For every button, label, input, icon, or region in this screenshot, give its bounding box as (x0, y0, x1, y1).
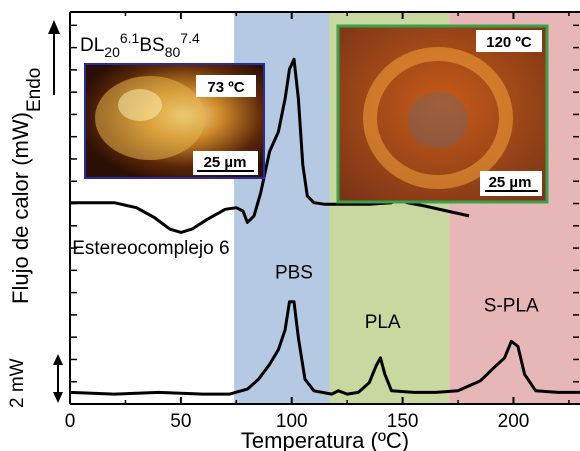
chart-title: DL206.1BS807.4 (80, 30, 200, 60)
x-tick-label-3: 150 (387, 411, 419, 432)
inset-120C: 120 ºC 25 µm (336, 24, 549, 204)
inset-120C-scale-label: 25 µm (489, 174, 532, 191)
inset-120C-temp-box (476, 30, 542, 52)
title-part-a: DL (80, 35, 104, 56)
inset-73C-scale-label: 25 µm (204, 154, 247, 171)
x-axis-title: Temperatura (ºC) (241, 428, 409, 451)
series-line-1 (69, 300, 580, 396)
x-tick-label-0: 0 (65, 411, 76, 432)
x-tick-label-4: 200 (498, 411, 530, 432)
title-part-c: 6.1 (120, 30, 140, 46)
annotations: Estereocomplejo 6 PBS PLA S-PLA (72, 238, 539, 333)
scale-bar-arrow-down (53, 392, 63, 403)
title-part-e: 80 (165, 44, 181, 60)
title-part-b: 20 (104, 44, 120, 60)
x-tick-label-2: 100 (276, 411, 308, 432)
endo-indicator: Endo (24, 20, 60, 112)
y-ticks (70, 24, 579, 405)
inset-120C-temp-label: 120 ºC (486, 34, 532, 51)
title-part-d: BS (139, 35, 164, 56)
endo-label: Endo (24, 68, 45, 112)
annotation-2: PLA (365, 312, 401, 333)
x-ticks: 0 50 100 150 200 (65, 12, 570, 432)
y-axis-title: Flujo de calor (mW) (8, 112, 33, 304)
svg-text:DL206.1BS807.4: DL206.1BS807.4 (80, 30, 200, 60)
title-part-f: 7.4 (180, 30, 200, 46)
inset-73C: 73 ºC 25 µm (84, 63, 265, 179)
endo-arrow-head (48, 20, 60, 34)
scale-bar-arrow-up (53, 354, 63, 365)
inset-73C-temp-label: 73 ºC (207, 79, 244, 96)
scale-bar-label: 2 mW (7, 358, 28, 408)
inset-120C-ring (363, 47, 513, 189)
scale-bar: 2 mW (7, 354, 63, 408)
annotation-0: Estereocomplejo 6 (72, 238, 229, 259)
annotation-1: PBS (275, 263, 313, 284)
x-tick-label-1: 50 (170, 411, 191, 432)
inset-73C-temp-box (196, 75, 256, 97)
annotation-3: S-PLA (484, 296, 539, 317)
axes (69, 11, 580, 405)
